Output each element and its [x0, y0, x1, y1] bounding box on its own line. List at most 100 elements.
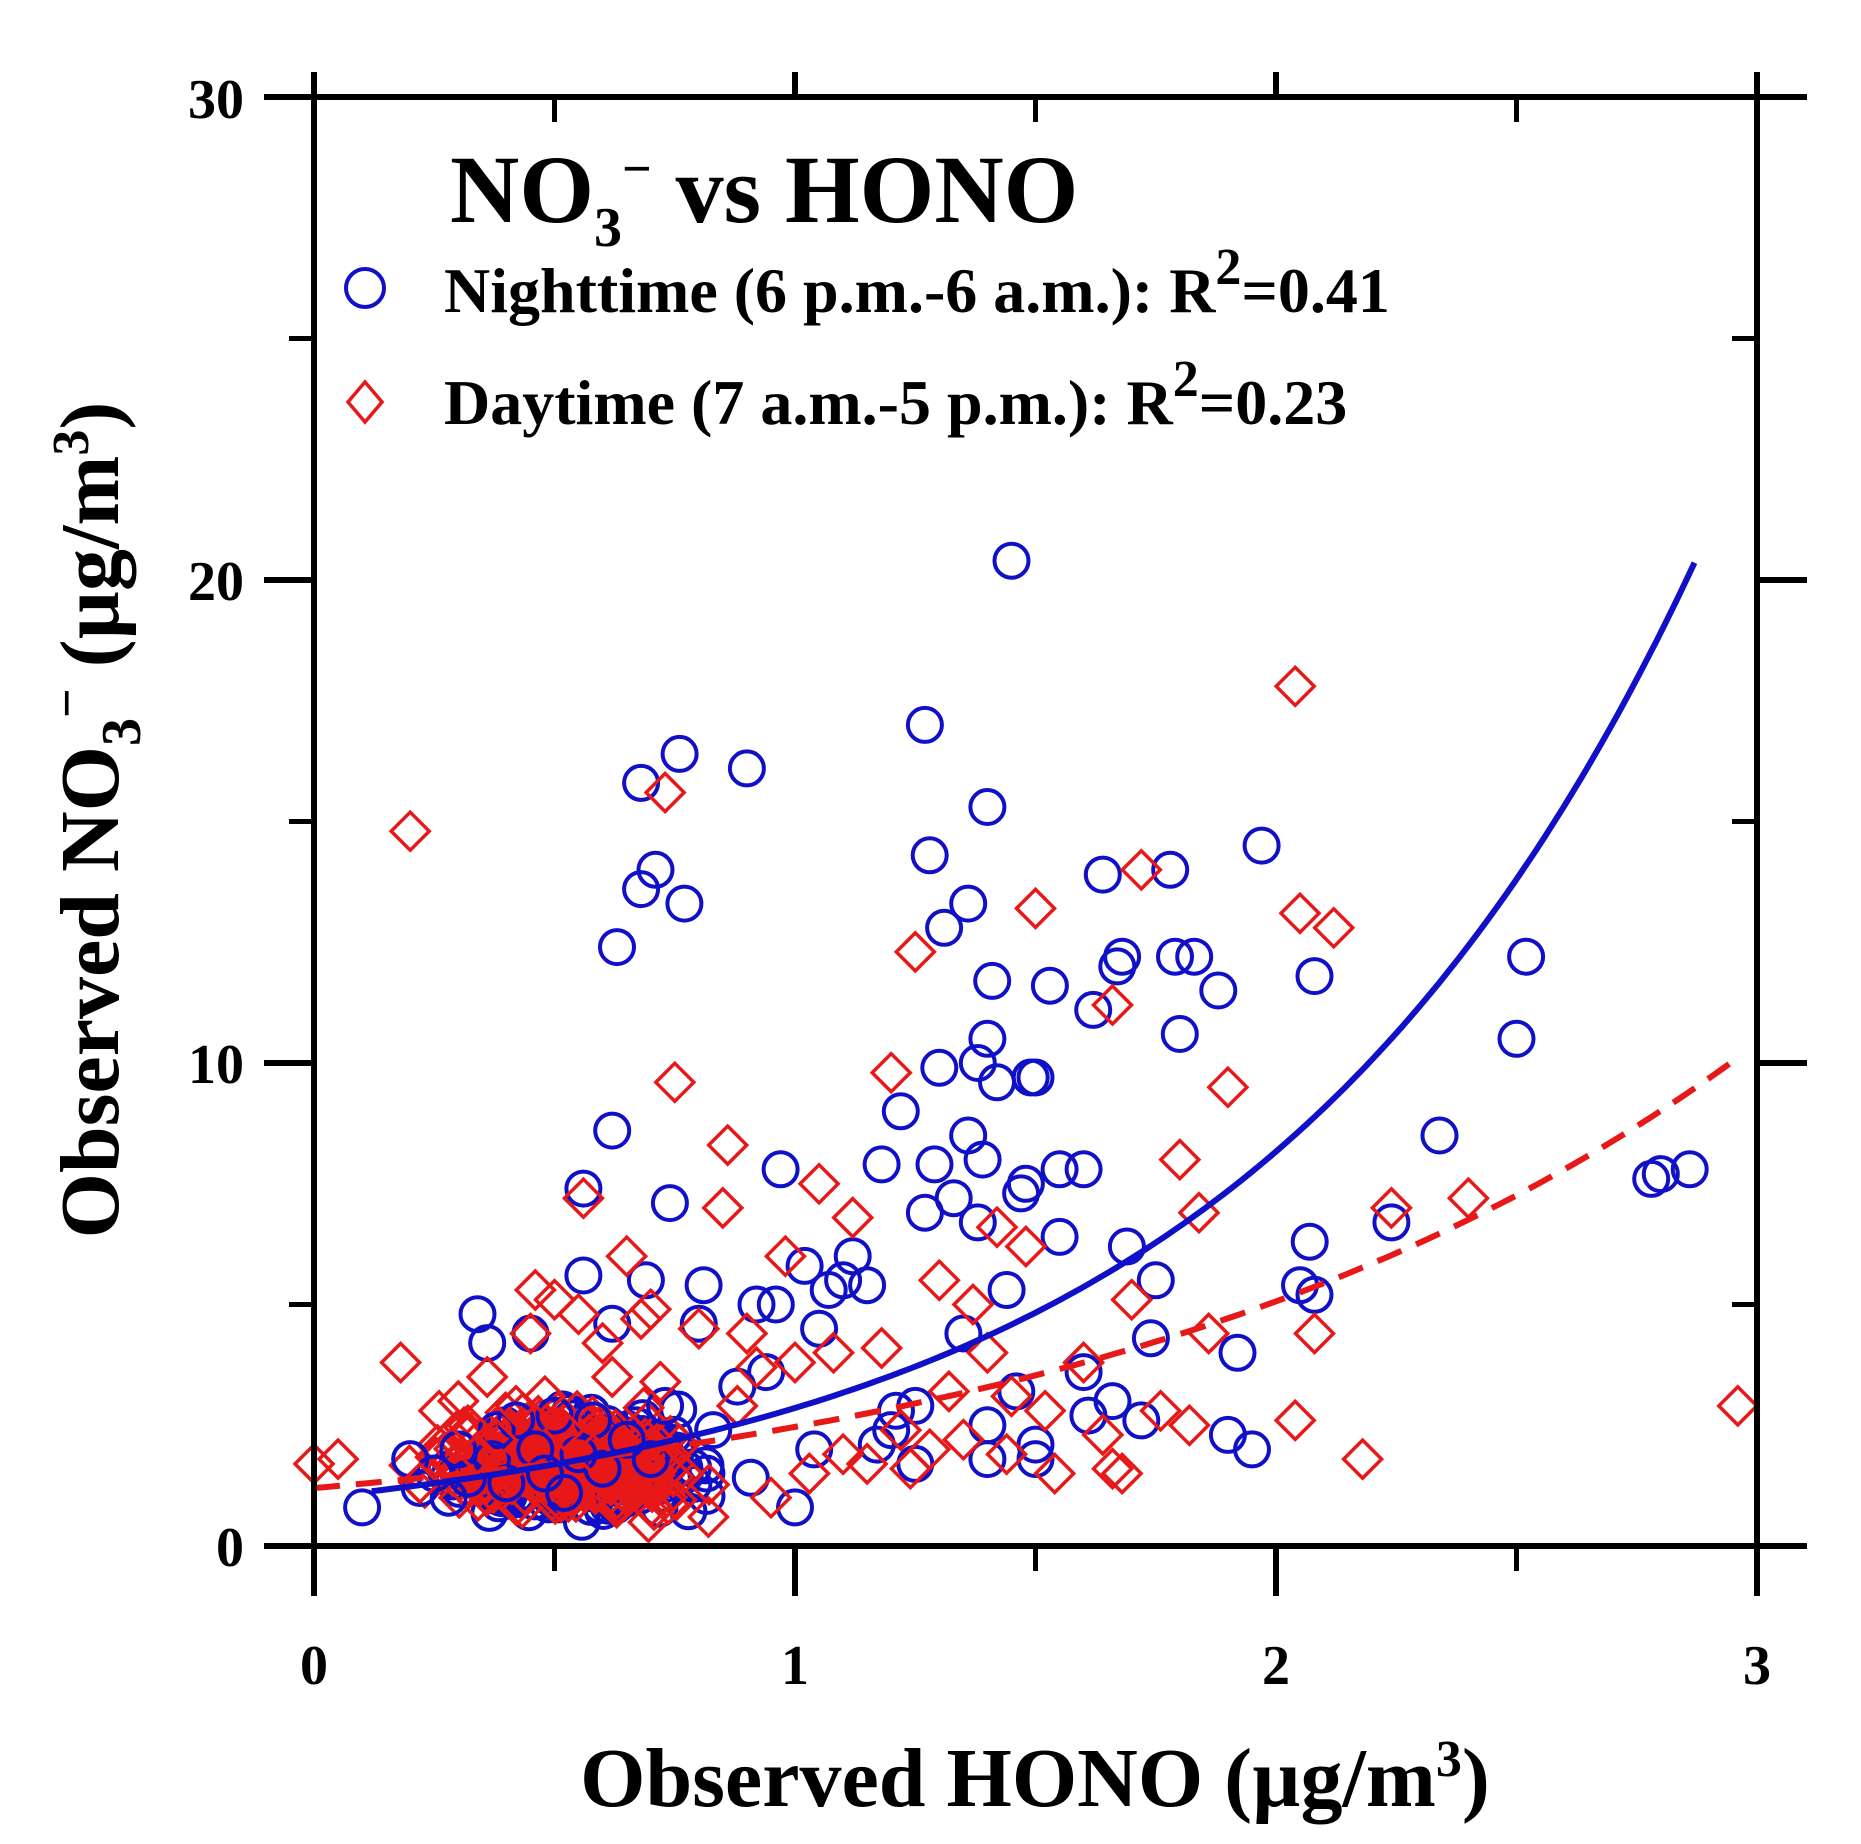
scatter-point-nighttime [679, 1304, 718, 1343]
scatter-point-daytime [533, 1278, 576, 1322]
scatter-point-daytime-dense [415, 1423, 459, 1467]
scatter-point-nighttime [631, 1440, 670, 1479]
scatter-point-daytime [797, 1162, 841, 1206]
scatter-point-nighttime [1122, 1401, 1161, 1440]
fit-curves [313, 561, 1735, 1495]
scatter-point-daytime [869, 1051, 913, 1095]
scatter-point-daytime [456, 1432, 499, 1476]
scatter-point-nighttime-dense [686, 1446, 725, 1485]
scatter-point-daytime [436, 1379, 480, 1423]
scatter-point-daytime [581, 1321, 625, 1365]
scatter-point-daytime [1139, 1389, 1183, 1433]
scatter-point-daytime-dense [597, 1452, 641, 1496]
y-tick-labels: 0 10 20 30 [188, 69, 244, 1579]
scatter-point-daytime [605, 1234, 649, 1278]
scatter-point-nighttime [1083, 855, 1122, 894]
scatter-point-nighttime [564, 1256, 603, 1295]
x-tick-label-2: 2 [1262, 1635, 1290, 1697]
scatter-point-nighttime [1030, 966, 1069, 1005]
scatter-point-nighttime [1507, 937, 1546, 976]
scatter-point-daytime-dense [687, 1463, 731, 1507]
scatter-point-daytime [417, 1389, 461, 1433]
scatter-point-daytime [513, 1268, 557, 1312]
scatter-point-nighttime [468, 1324, 507, 1363]
scatter-point-daytime [1033, 1452, 1077, 1495]
scatter-point-nighttime [727, 749, 766, 788]
scatter-point-nighttime [660, 734, 699, 773]
y-axis-title: Observed NO3− (µg/m3) [39, 402, 153, 1239]
scatter-point-daytime [1119, 848, 1163, 892]
scatter-point-nighttime [761, 1150, 800, 1189]
scatter-point-daytime-dense [552, 1473, 596, 1517]
scatter-point-daytime [1158, 1138, 1202, 1182]
scatter-point-daytime [1023, 1389, 1067, 1433]
scatter-point-daytime [388, 809, 432, 853]
scatter-point-daytime [1167, 1403, 1211, 1447]
scatter-point-nighttime [1295, 1275, 1334, 1314]
scatter-point-daytime [706, 1123, 750, 1167]
scatter-point-daytime [1110, 1278, 1154, 1322]
scatter-point-daytime [1273, 664, 1317, 708]
scatter-point-daytime [735, 1345, 778, 1389]
scatter-point-nighttime [1136, 1261, 1175, 1300]
scatter-point-nighttime [535, 1396, 574, 1435]
scatter-point-nighttime [857, 1425, 896, 1464]
scatter-point-daytime [1369, 1186, 1413, 1230]
scatter-point-daytime [941, 1418, 985, 1462]
scatter-point-nighttime [987, 1271, 1026, 1309]
scatter-point-nighttime [756, 1285, 795, 1324]
scatter-point-nighttime [1006, 1164, 1045, 1203]
scatter-point-daytime [523, 1374, 567, 1418]
scatter-point-daytime [787, 1452, 831, 1495]
scatter-point-daytime [1446, 1176, 1490, 1220]
scatter-point-nighttime [968, 1440, 1007, 1479]
scatter-point-nighttime [910, 836, 949, 875]
scatter-point-nighttime [968, 788, 1007, 826]
scatter-point-nighttime [1175, 937, 1214, 976]
scatter-point-nighttime [862, 1145, 901, 1184]
scatter-point-daytime [561, 1176, 605, 1220]
scatter-point-nighttime [1233, 1430, 1271, 1469]
scatter-point-nighttime [598, 928, 636, 967]
scatter-point-nighttime [848, 1266, 887, 1305]
scatter-point-nighttime [607, 1420, 646, 1459]
scatter-point-daytime [1091, 983, 1134, 1027]
scatter-point-nighttime [1497, 1019, 1536, 1058]
scatter-point-daytime [643, 771, 687, 814]
scatter-point-nighttime [684, 1266, 723, 1305]
scatter-point-nighttime [1151, 850, 1190, 889]
scatter-point-nighttime [1016, 1058, 1055, 1097]
scatter-point-nighttime [1160, 1015, 1199, 1053]
scatter-point-nighttime [824, 1261, 863, 1300]
scatter-point-daytime [845, 1442, 889, 1486]
scatter-point-nighttime [1074, 990, 1113, 1029]
scatter-point-daytime [927, 1369, 971, 1413]
scatter-point-nighttime [564, 1169, 603, 1208]
scatter-point-daytime-dense [622, 1386, 666, 1430]
scatter-point-daytime [725, 1312, 769, 1355]
scatter-point-daytime [990, 1374, 1033, 1418]
scatter-point-daytime [1293, 1312, 1336, 1355]
scatter-point-daytime [879, 1408, 923, 1452]
y-tick-label-30: 30 [188, 69, 244, 131]
scatter-point-daytime [908, 1427, 952, 1471]
scatter-point-daytime [1062, 1341, 1106, 1384]
y-tick-label-0: 0 [216, 1517, 244, 1579]
scatter-point-nighttime [785, 1246, 824, 1285]
scatter-point-daytime-dense [645, 1475, 689, 1519]
scatter-point-nighttime [1372, 1203, 1411, 1242]
legend-circle-marker [344, 267, 386, 309]
scatter-point-daytime [917, 1258, 961, 1302]
scatter-point-nighttime [650, 1184, 689, 1223]
scatter-point-nighttime [905, 705, 944, 744]
scatter-point-nighttime [1156, 937, 1194, 976]
scatter-point-daytime-dense [482, 1419, 526, 1463]
scatter-point-nighttime [545, 1473, 584, 1512]
scatter-point-nighttime [958, 1044, 997, 1082]
scatter-point-daytime [571, 1432, 615, 1476]
scatter-point-daytime [773, 1341, 817, 1384]
scatter-point-nighttime [1290, 1222, 1329, 1261]
scatter-point-nighttime [737, 1285, 776, 1324]
scatter-point-daytime [686, 1495, 730, 1539]
